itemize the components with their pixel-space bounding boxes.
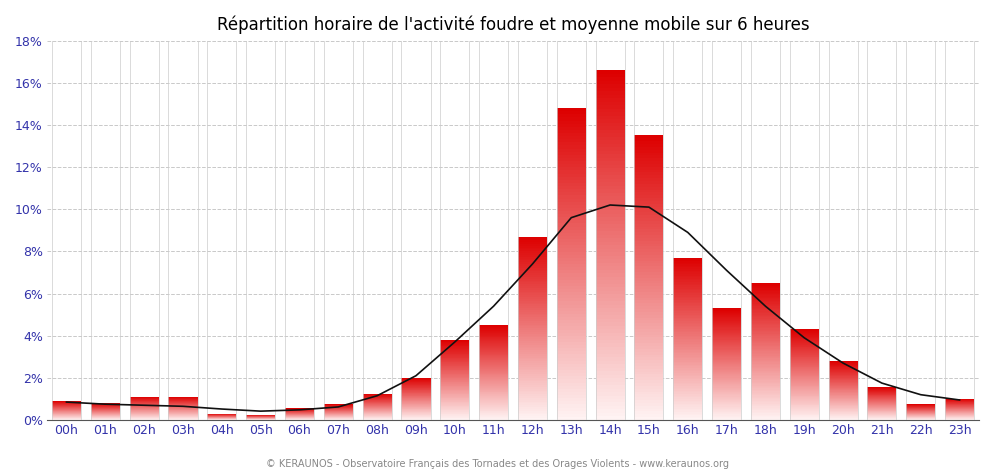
Title: Répartition horaire de l'activité foudre et moyenne mobile sur 6 heures: Répartition horaire de l'activité foudre… <box>217 15 809 33</box>
Text: © KERAUNOS - Observatoire Français des Tornades et des Orages Violents - www.ker: © KERAUNOS - Observatoire Français des T… <box>265 459 729 469</box>
